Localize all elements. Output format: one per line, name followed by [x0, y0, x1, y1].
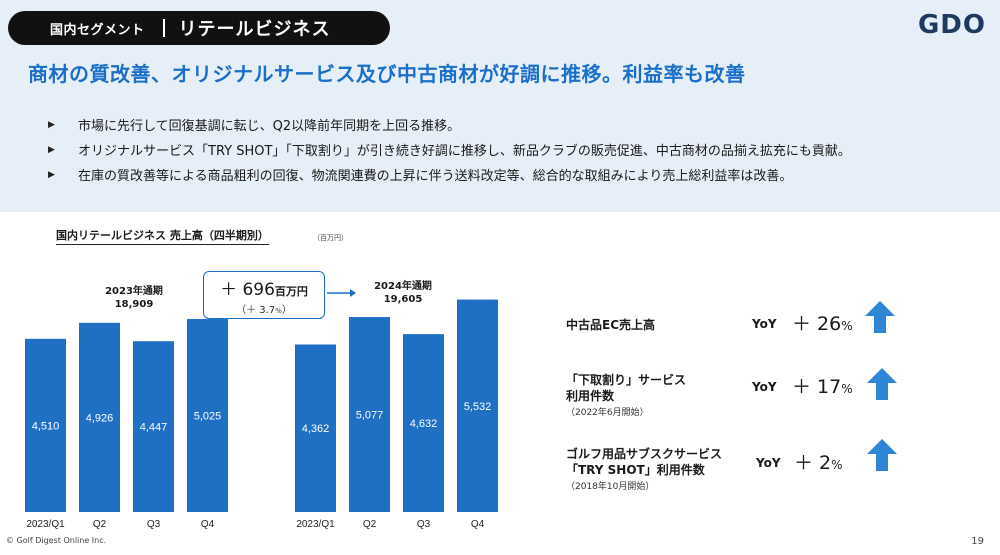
- bullet-text: オリジナルサービス「TRY SHOT」「下取割り」が引き続き好調に推移し、新品ク…: [78, 144, 851, 159]
- up-arrow-icon: [867, 368, 897, 400]
- chart-title: 国内リテールビジネス 売上高（四半期別）: [56, 227, 269, 245]
- up-arrow-icon: [865, 301, 895, 333]
- delta-pct-unit: %: [275, 307, 282, 315]
- kpi-tradein-value: ＋ 17%: [792, 372, 853, 399]
- delta-pct: （＋ 3.7: [236, 305, 276, 316]
- kpi-value-unit: %: [831, 458, 843, 472]
- kpi-tradein-note: （2022年6月開始）: [566, 408, 649, 418]
- chart-bar: [79, 322, 120, 512]
- bullet-marker-icon: ▶: [48, 119, 55, 130]
- kpi-value-number: ＋ 26: [792, 313, 842, 335]
- gdo-logo: GDO: [917, 10, 986, 40]
- x-tick-label: Q2: [363, 519, 377, 530]
- kpi-tradein-label: 「下取割り」サービス 利用件数: [566, 372, 686, 404]
- delta-pct-close: ）: [281, 305, 292, 316]
- kpi-value-number: ＋ 2: [794, 452, 832, 474]
- bar-value-label: 4,362: [302, 423, 330, 435]
- kpi-tryshot-value: ＋ 2%: [794, 448, 843, 475]
- bar-value-label: 5,532: [464, 401, 492, 413]
- kpi-tryshot-note: （2018年10月開始）: [566, 482, 655, 492]
- kpi-value-number: ＋ 17: [792, 376, 842, 398]
- kpi-label-line: 「下取割り」サービス: [566, 373, 687, 387]
- segment-header: 国内セグメント リテールビジネス: [8, 11, 390, 45]
- header-divider: [162, 19, 165, 37]
- fy2023-total: 18,909: [114, 299, 154, 310]
- delta-main: ＋ 696百万円: [204, 275, 324, 300]
- kpi-yoy-label: YoY: [752, 380, 777, 394]
- kpi-label-line: 中古品EC売上高: [566, 318, 656, 332]
- fy2024-total: 19,605: [383, 294, 423, 305]
- segment-label: 国内セグメント: [50, 22, 145, 38]
- kpi-value-unit: %: [841, 382, 853, 396]
- copyright: © Golf Digest Online Inc.: [6, 536, 107, 545]
- x-tick-label: Q4: [201, 519, 215, 530]
- kpi-yoy-label: YoY: [756, 456, 781, 470]
- chart-bar: [349, 317, 390, 512]
- bar-value-label: 5,077: [356, 410, 384, 422]
- chart-bar: [295, 344, 336, 512]
- chart-bar: [457, 299, 498, 512]
- bar-value-label: 4,510: [32, 420, 60, 432]
- sales-bar-chart: 4,510 2023/Q1 4,926 Q2 4,447 Q3 5,025 Q4 4,362 20…: [25, 289, 498, 530]
- kpi-label-line: 「TRY SHOT」利用件数: [566, 463, 705, 477]
- business-title: リテールビジネス: [178, 19, 331, 40]
- page-number: 19: [971, 536, 984, 547]
- fy2024-annotation: 2024年通期 19,605: [355, 280, 451, 306]
- bullet-marker-icon: ▶: [48, 169, 55, 180]
- x-tick-label: Q3: [147, 519, 161, 530]
- chart-bar: [403, 334, 444, 512]
- bullet-marker-icon: ▶: [48, 144, 55, 155]
- arrow-head-icon: [350, 289, 356, 297]
- kpi-label-line: ゴルフ用品サブスクサービス: [566, 447, 723, 461]
- delta-sub: （＋ 3.7%）: [204, 301, 324, 316]
- kpi-label-line: 利用件数: [566, 389, 615, 403]
- fy2024-label: 2024年通期: [374, 281, 432, 292]
- x-tick-label: Q2: [93, 519, 107, 530]
- bullet-item: ▶ 市場に先行して回復基調に転じ、Q2以降前年同期を上回る推移。: [48, 112, 851, 137]
- x-tick-label: Q4: [471, 519, 485, 530]
- bullet-item: ▶ オリジナルサービス「TRY SHOT」「下取割り」が引き続き好調に推移し、新…: [48, 137, 851, 162]
- bar-value-label: 4,926: [86, 412, 114, 424]
- bullet-text: 市場に先行して回復基調に転じ、Q2以降前年同期を上回る推移。: [78, 119, 461, 134]
- x-tick-label: 2023/Q1: [296, 519, 335, 530]
- delta-unit: 百万円: [274, 285, 308, 298]
- bullet-list: ▶ 市場に先行して回復基調に転じ、Q2以降前年同期を上回る推移。 ▶ オリジナル…: [48, 112, 851, 187]
- x-tick-label: 2023/Q1: [26, 519, 65, 530]
- chart-bar: [187, 319, 228, 512]
- up-arrow-icon: [867, 439, 897, 471]
- x-tick-label: Q3: [417, 519, 431, 530]
- chart-bar: [25, 338, 66, 512]
- bar-value-label: 4,447: [140, 422, 168, 434]
- kpi-yoy-label: YoY: [752, 317, 777, 331]
- delta-value: ＋ 696: [220, 280, 275, 300]
- yoy-delta-box: ＋ 696百万円 （＋ 3.7%）: [203, 271, 325, 319]
- kpi-used-ec-value: ＋ 26%: [792, 309, 853, 336]
- bullet-text: 在庫の質改善等による商品粗利の回復、物流関連費の上昇に伴う送料改定等、総合的な取…: [78, 169, 793, 184]
- fy2023-annotation: 2023年通期 18,909: [86, 285, 182, 311]
- bar-value-label: 4,632: [410, 418, 438, 430]
- headline: 商材の質改善、オリジナルサービス及び中古商材が好調に推移。利益率も改善: [28, 62, 746, 86]
- fy2023-label: 2023年通期: [105, 286, 163, 297]
- chart-bar: [133, 341, 174, 512]
- kpi-value-unit: %: [841, 319, 853, 333]
- kpi-used-ec-label: 中古品EC売上高: [566, 317, 655, 333]
- bullet-item: ▶ 在庫の質改善等による商品粗利の回復、物流関連費の上昇に伴う送料改定等、総合的…: [48, 162, 851, 187]
- kpi-tryshot-label: ゴルフ用品サブスクサービス 「TRY SHOT」利用件数: [566, 446, 722, 478]
- bar-value-label: 5,025: [194, 411, 222, 423]
- chart-unit: （百万円）: [313, 234, 348, 242]
